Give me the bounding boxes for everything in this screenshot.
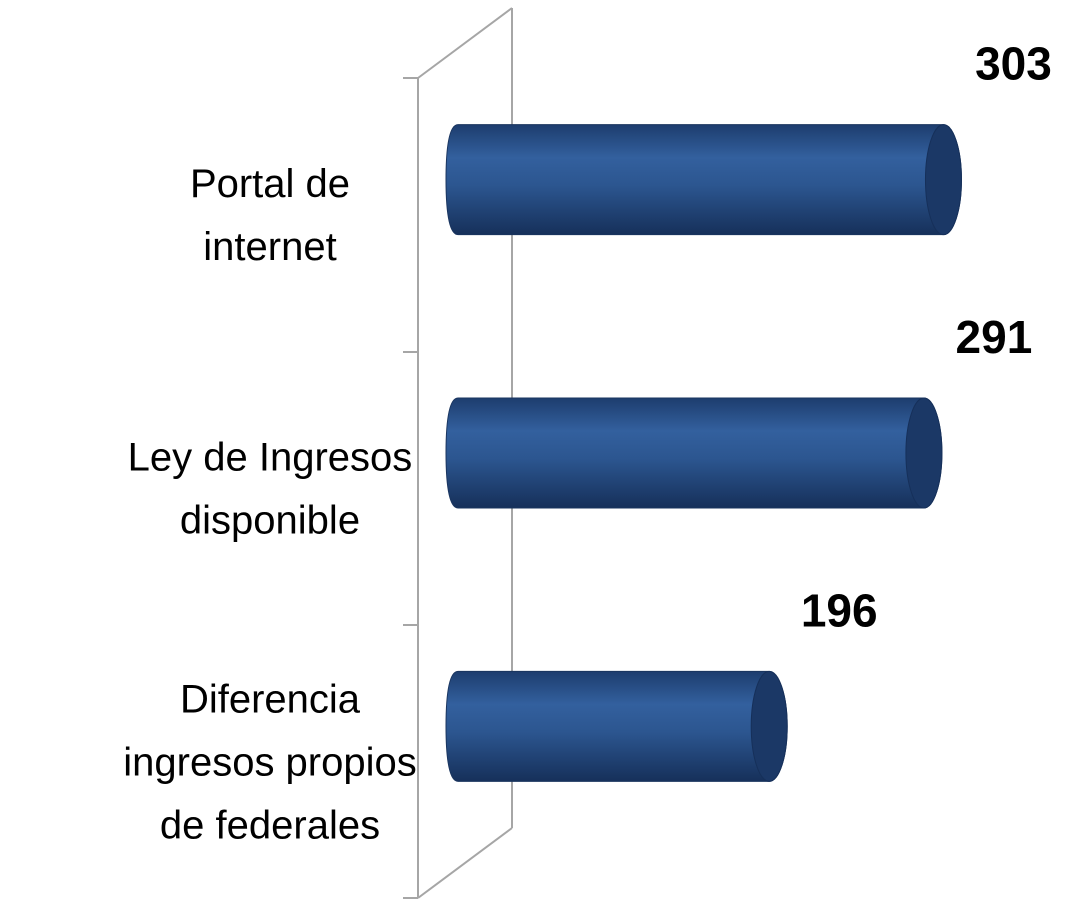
bar-cap	[905, 397, 943, 509]
bar	[445, 397, 943, 509]
bar	[445, 124, 962, 236]
bar-cap	[750, 670, 788, 782]
category-label: Portal de internet	[190, 162, 350, 269]
bar-body	[445, 124, 962, 236]
bar	[445, 670, 788, 782]
bar-body	[445, 397, 943, 509]
bar-cap	[924, 124, 962, 236]
value-label: 196	[801, 584, 878, 636]
value-label: 291	[956, 311, 1033, 363]
category-label: Diferencia ingresos propios de federales	[123, 677, 417, 847]
category-label: Ley de Ingresos disponible	[128, 436, 413, 543]
bar-body	[445, 670, 788, 782]
value-label: 303	[975, 38, 1052, 90]
